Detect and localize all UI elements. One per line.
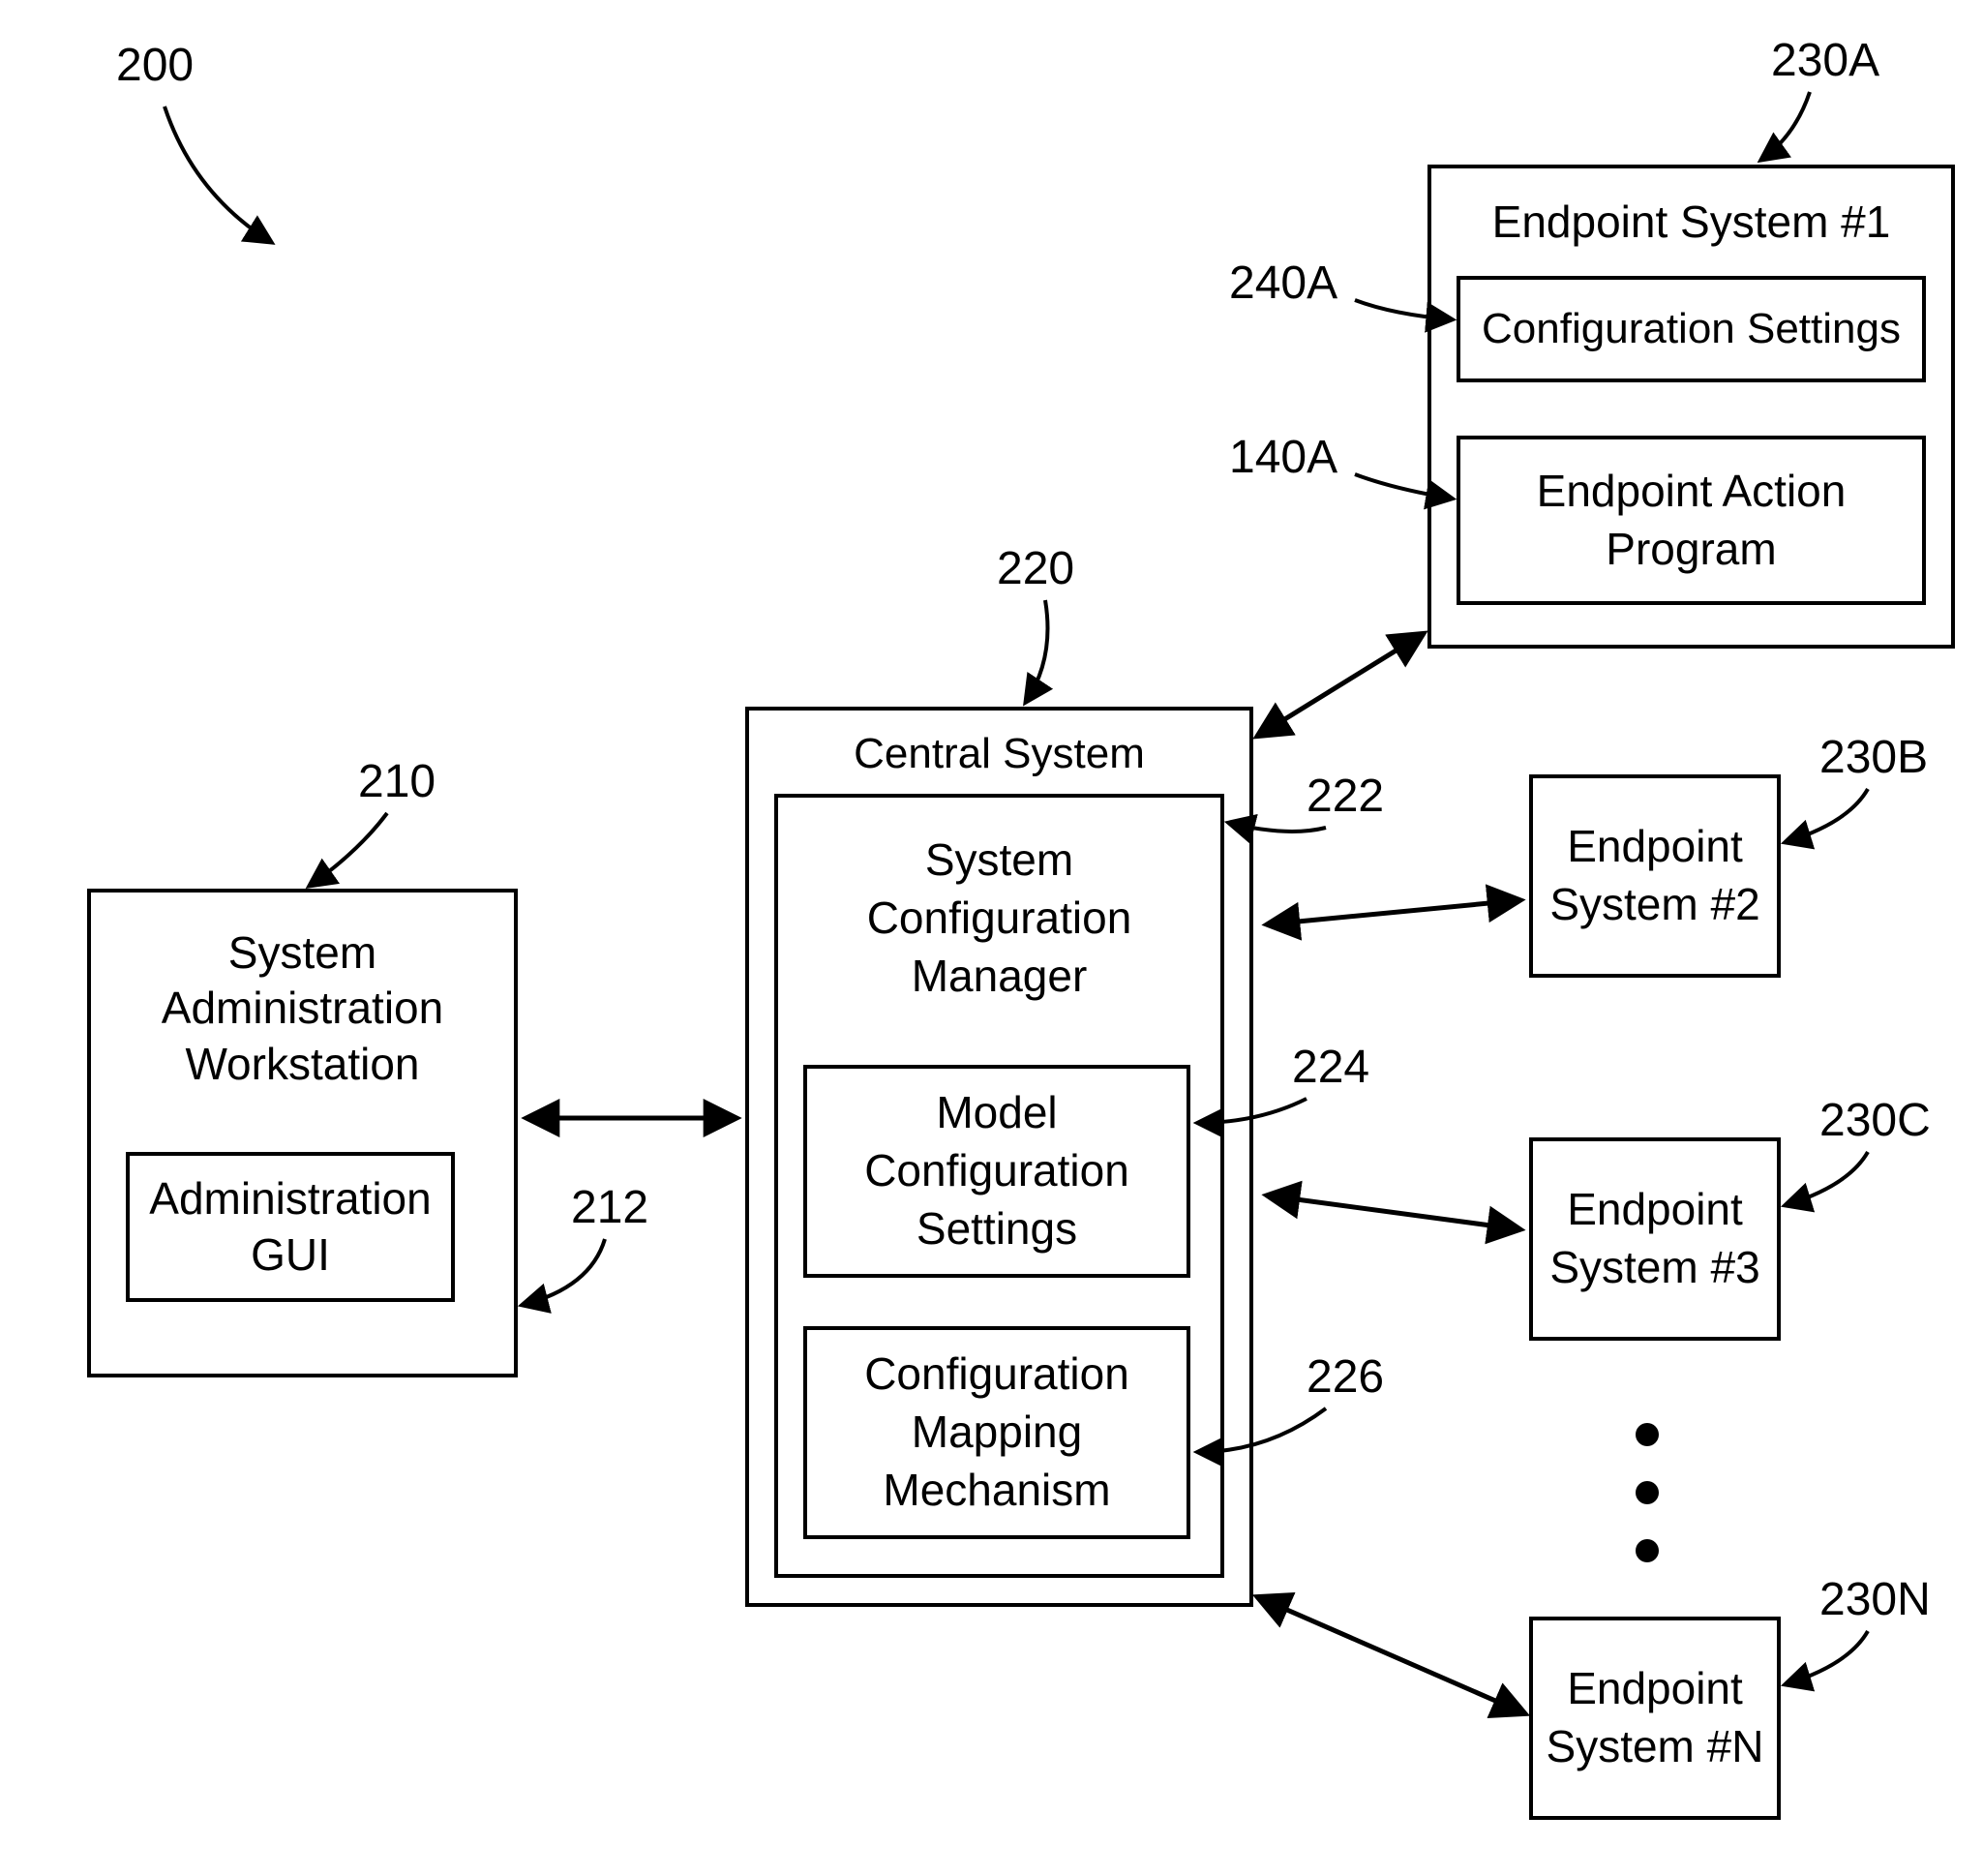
node-admin-gui-label: Administration GUI (130, 1156, 451, 1298)
ref-222: 222 (1307, 770, 1384, 823)
ref-230C: 230C (1819, 1094, 1931, 1147)
node-endpoint2-label: Endpoint System #2 (1533, 778, 1777, 974)
edge-central-endpointN (1258, 1597, 1524, 1713)
node-endpoint3: Endpoint System #3 (1529, 1137, 1781, 1341)
leader-r220 (1026, 600, 1048, 702)
node-workstation: System Administration Workstation (87, 889, 518, 1377)
node-cfg-map-label: Configuration Mapping Mechanism (807, 1330, 1187, 1535)
ref-230N: 230N (1819, 1573, 1931, 1626)
node-cfg-map: Configuration Mapping Mechanism (803, 1326, 1190, 1539)
edge-central-endpoint3 (1268, 1195, 1519, 1229)
node-endpointN: Endpoint System #N (1529, 1617, 1781, 1820)
node-endpoint1-title: Endpoint System #1 (1431, 183, 1951, 260)
leader-r212 (523, 1239, 605, 1305)
ref-224: 224 (1292, 1041, 1369, 1094)
ref-230B: 230B (1819, 731, 1928, 784)
edge-central-endpoint2 (1268, 900, 1519, 924)
diagram-canvas: System Administration Workstation Admini… (0, 0, 1983, 1876)
ref-140A: 140A (1229, 431, 1337, 484)
leader-r230B (1786, 789, 1868, 842)
node-model-cfg-label: Model Configuration Settings (807, 1069, 1187, 1274)
node-workstation-title: System Administration Workstation (91, 912, 514, 1105)
node-central-title: Central System (749, 720, 1249, 788)
node-ep-action-label: Endpoint Action Program (1460, 439, 1922, 601)
ref-226: 226 (1307, 1350, 1384, 1404)
node-cfg-settings: Configuration Settings (1457, 276, 1926, 382)
ellipsis-dot (1636, 1423, 1659, 1446)
node-sys-cfg-mgr-label: System Configuration Manager (778, 817, 1220, 1020)
leader-r200 (165, 106, 271, 242)
ref-240A: 240A (1229, 257, 1337, 310)
node-endpointN-label: Endpoint System #N (1533, 1620, 1777, 1816)
node-model-cfg: Model Configuration Settings (803, 1065, 1190, 1278)
leader-r230A (1761, 92, 1810, 160)
node-cfg-settings-label: Configuration Settings (1460, 280, 1922, 378)
edge-central-endpoint1 (1258, 634, 1423, 736)
node-ep-action: Endpoint Action Program (1457, 436, 1926, 605)
ref-210: 210 (358, 755, 436, 808)
ref-200: 200 (116, 39, 194, 92)
ref-230A: 230A (1771, 34, 1879, 87)
ref-212: 212 (571, 1181, 648, 1234)
node-endpoint2: Endpoint System #2 (1529, 774, 1781, 978)
ellipsis-dot (1636, 1539, 1659, 1562)
ref-220: 220 (997, 542, 1074, 595)
leader-r210 (310, 813, 387, 886)
leader-r230N (1786, 1631, 1868, 1684)
leader-r230C (1786, 1152, 1868, 1205)
node-endpoint3-label: Endpoint System #3 (1533, 1141, 1777, 1337)
node-admin-gui: Administration GUI (126, 1152, 455, 1302)
ellipsis-dot (1636, 1481, 1659, 1504)
